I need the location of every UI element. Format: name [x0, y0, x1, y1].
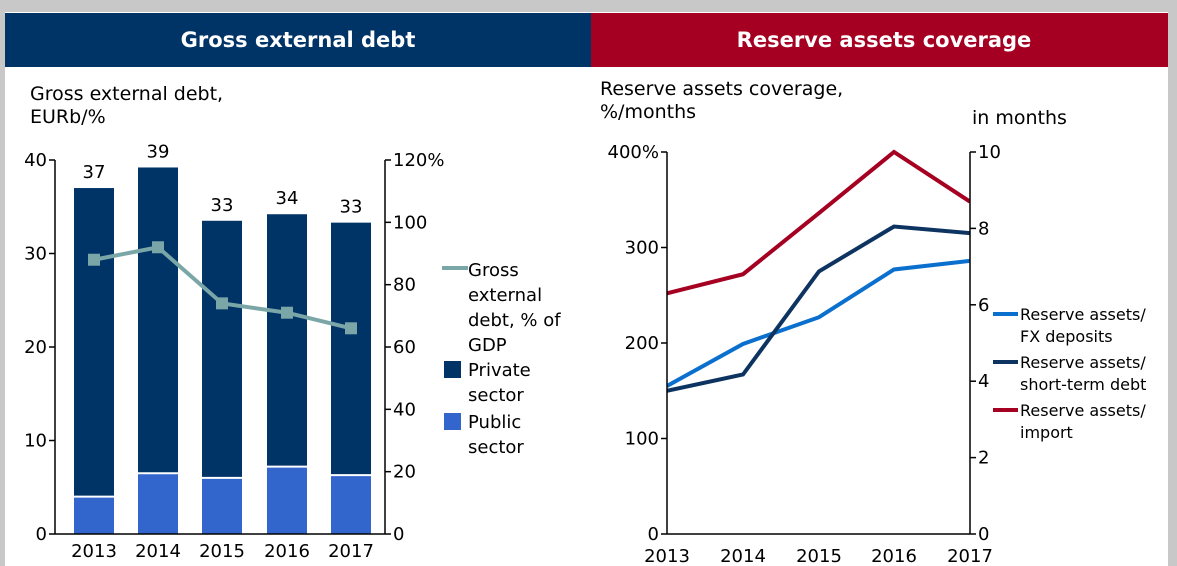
y-tick-label-right: 100	[393, 212, 427, 233]
line-marker	[345, 322, 357, 335]
legend-label-gross-debt: external	[468, 285, 542, 306]
y-tick-label-right: 40	[393, 399, 416, 420]
legend-swatch-public	[444, 413, 461, 430]
legend-label-private: sector	[468, 385, 524, 406]
bar-total-label: 34	[276, 188, 299, 209]
y-tick-label-left: 0	[36, 524, 47, 545]
x-tick-label: 2016	[264, 541, 310, 562]
right-border	[1168, 0, 1177, 566]
bar-private-sector	[202, 220, 242, 478]
y-tick-label-left: 20	[24, 337, 47, 358]
legend-label-gross-debt: Gross	[468, 260, 519, 281]
y-tick-label-right: 120%	[393, 150, 444, 171]
y-tick-label-right: 0	[393, 524, 404, 545]
right-panel-header: Reserve assets coverage	[591, 13, 1177, 67]
x-tick-label: 2015	[199, 541, 245, 562]
x-tick-label: 2017	[947, 546, 993, 566]
legend-label-0: Reserve assets/	[1020, 305, 1146, 324]
x-tick-label: 2013	[644, 546, 690, 566]
bar-total-label: 39	[147, 141, 170, 162]
bar-private-sector	[74, 188, 114, 497]
legend-label-0: FX deposits	[1020, 327, 1113, 346]
y-tick-label-left: 30	[24, 244, 47, 265]
legend-label-2: Reserve assets/	[1020, 401, 1146, 420]
bar-public-sector	[138, 473, 178, 534]
line-marker	[88, 253, 100, 266]
right-axis-title: in months	[972, 107, 1067, 129]
line-marker	[216, 297, 228, 310]
bar-public-sector	[267, 466, 307, 534]
bar-private-sector	[267, 214, 307, 467]
legend-label-1: Reserve assets/	[1020, 353, 1146, 372]
bar-private-sector	[331, 222, 371, 476]
series-line-0	[667, 258, 970, 388]
series-line-2	[667, 149, 970, 296]
y-tick-label-right: 80	[393, 275, 416, 296]
x-tick-label: 2014	[720, 546, 766, 566]
x-tick-label: 2016	[871, 546, 917, 566]
x-tick-label: 2015	[796, 546, 842, 566]
y-tick-label-left: 40	[24, 150, 47, 171]
legend-label-private: Private	[468, 360, 531, 381]
bar-public-sector	[331, 475, 371, 534]
legend-label-gross-debt: GDP	[468, 335, 507, 356]
y-tick-label-right: 6	[978, 295, 989, 316]
y-tick-label-right: 10	[978, 142, 1001, 163]
y-tick-label-left: 0	[648, 524, 659, 545]
line-marker	[152, 241, 164, 254]
bar-public-sector	[74, 496, 114, 534]
legend-label-public: Public	[468, 412, 521, 433]
series-line-1	[667, 224, 970, 393]
bar-total-label: 37	[83, 162, 106, 183]
y-tick-label-right: 60	[393, 337, 416, 358]
y-tick-label-right: 8	[978, 218, 989, 239]
chart-title-line: Reserve assets coverage,	[600, 78, 843, 100]
legend-label-public: sector	[468, 437, 524, 458]
y-tick-label-left: 10	[24, 431, 47, 452]
line-marker	[281, 306, 293, 319]
y-tick-label-right: 0	[978, 524, 989, 545]
chart-title-line: Gross external debt,	[30, 83, 223, 105]
legend-label-2: import	[1020, 423, 1073, 442]
y-tick-label-left: 300	[625, 238, 659, 259]
x-tick-label: 2013	[71, 541, 117, 562]
y-tick-label-right: 4	[978, 371, 989, 392]
bar-private-sector	[138, 167, 178, 474]
y-tick-label-right: 20	[393, 462, 416, 483]
left-border	[0, 0, 5, 566]
left-panel-header: Gross external debt	[5, 13, 591, 67]
x-tick-label: 2014	[135, 541, 181, 562]
legend-label-gross-debt: debt, % of	[468, 310, 561, 331]
y-tick-label-left: 100	[625, 429, 659, 450]
top-border	[0, 0, 1177, 12]
y-tick-label-left: 200	[625, 333, 659, 354]
y-tick-label-left: 400%	[608, 142, 659, 163]
x-tick-label: 2017	[328, 541, 374, 562]
legend-label-1: short-term debt	[1020, 375, 1146, 394]
bar-total-label: 33	[340, 197, 363, 218]
bar-public-sector	[202, 477, 242, 534]
chart-title-line: EURb/%	[30, 106, 106, 128]
chart-title-line: %/months	[600, 101, 696, 123]
legend-swatch-private	[444, 361, 461, 378]
y-tick-label-right: 2	[978, 448, 989, 469]
bar-total-label: 33	[211, 195, 234, 216]
